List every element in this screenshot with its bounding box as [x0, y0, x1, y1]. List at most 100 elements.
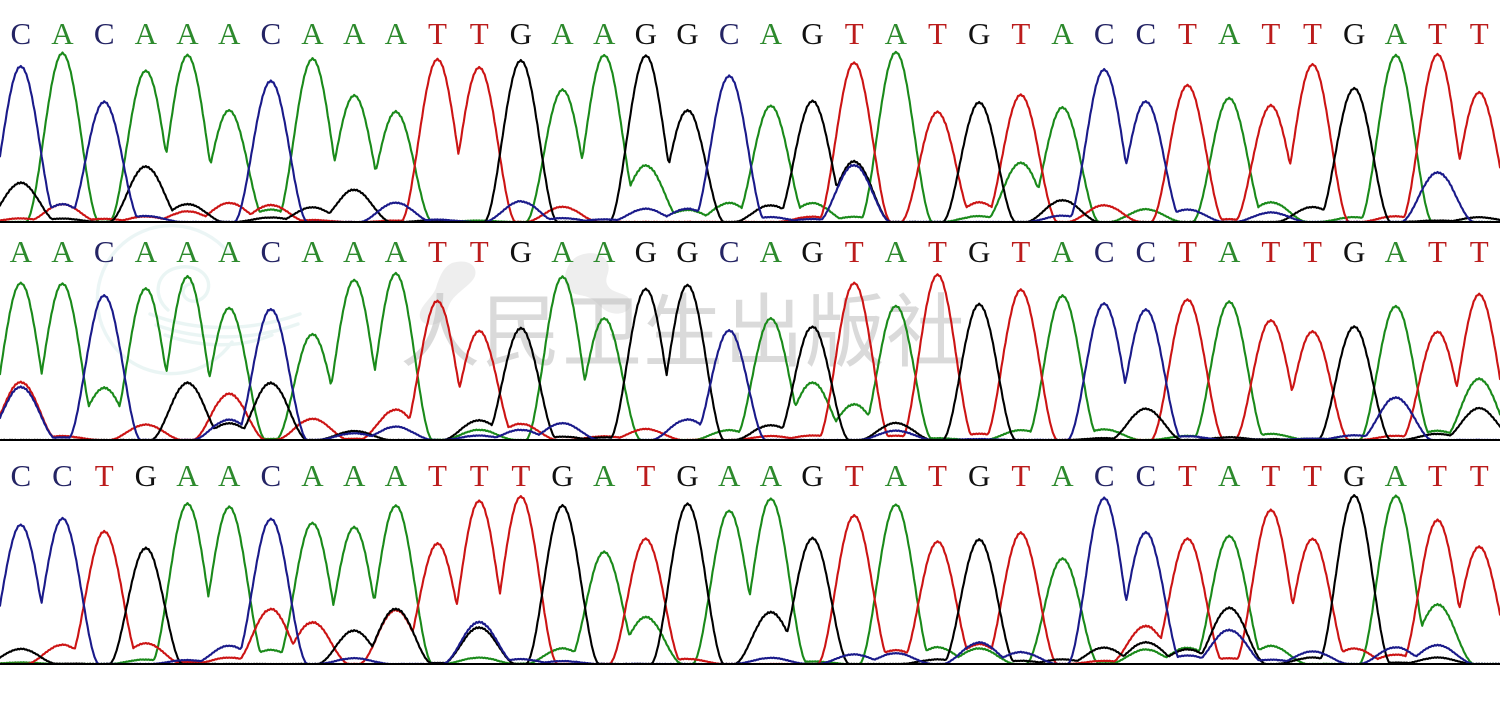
- svg-text:A: A: [1051, 458, 1074, 493]
- svg-text:G: G: [968, 234, 990, 269]
- svg-text:G: G: [968, 16, 990, 51]
- svg-text:A: A: [218, 234, 241, 269]
- svg-text:T: T: [428, 16, 447, 51]
- svg-text:T: T: [1428, 458, 1447, 493]
- svg-text:T: T: [470, 234, 489, 269]
- svg-text:G: G: [968, 458, 990, 493]
- svg-text:C: C: [719, 234, 740, 269]
- svg-text:A: A: [301, 458, 324, 493]
- svg-text:G: G: [510, 234, 532, 269]
- svg-text:C: C: [1094, 458, 1115, 493]
- svg-text:T: T: [1470, 234, 1489, 269]
- svg-text:G: G: [801, 16, 823, 51]
- svg-text:A: A: [1218, 234, 1241, 269]
- svg-text:A: A: [1218, 16, 1241, 51]
- svg-text:T: T: [1428, 234, 1447, 269]
- svg-text:C: C: [52, 458, 73, 493]
- svg-text:A: A: [343, 458, 366, 493]
- svg-text:T: T: [845, 16, 864, 51]
- svg-text:A: A: [760, 458, 783, 493]
- svg-text:A: A: [343, 16, 366, 51]
- svg-text:T: T: [1261, 16, 1280, 51]
- svg-text:A: A: [885, 16, 908, 51]
- svg-text:T: T: [1261, 234, 1280, 269]
- svg-text:C: C: [94, 16, 115, 51]
- svg-text:A: A: [885, 234, 908, 269]
- svg-text:T: T: [1428, 16, 1447, 51]
- svg-text:A: A: [135, 234, 158, 269]
- svg-text:T: T: [1470, 16, 1489, 51]
- svg-text:C: C: [10, 458, 31, 493]
- svg-text:T: T: [1011, 234, 1030, 269]
- svg-text:A: A: [385, 458, 408, 493]
- svg-text:G: G: [676, 234, 698, 269]
- svg-text:A: A: [385, 234, 408, 269]
- svg-text:C: C: [260, 16, 281, 51]
- svg-text:G: G: [801, 458, 823, 493]
- svg-text:C: C: [719, 16, 740, 51]
- svg-text:A: A: [385, 16, 408, 51]
- svg-text:A: A: [176, 234, 199, 269]
- svg-text:T: T: [470, 16, 489, 51]
- svg-text:A: A: [1218, 458, 1241, 493]
- svg-text:A: A: [10, 234, 33, 269]
- svg-text:C: C: [1135, 234, 1156, 269]
- svg-text:A: A: [593, 16, 616, 51]
- svg-text:T: T: [1011, 16, 1030, 51]
- svg-text:A: A: [1051, 16, 1074, 51]
- svg-text:T: T: [1011, 458, 1030, 493]
- svg-text:C: C: [260, 234, 281, 269]
- svg-text:G: G: [551, 458, 573, 493]
- svg-text:A: A: [551, 16, 574, 51]
- svg-text:T: T: [428, 234, 447, 269]
- svg-text:T: T: [1303, 458, 1322, 493]
- svg-text:T: T: [1303, 234, 1322, 269]
- svg-text:C: C: [1094, 16, 1115, 51]
- svg-text:A: A: [51, 234, 74, 269]
- svg-text:T: T: [845, 458, 864, 493]
- svg-text:C: C: [1135, 16, 1156, 51]
- svg-text:G: G: [635, 16, 657, 51]
- svg-text:A: A: [301, 16, 324, 51]
- svg-text:G: G: [135, 458, 157, 493]
- svg-text:T: T: [95, 458, 114, 493]
- svg-text:A: A: [885, 458, 908, 493]
- svg-text:A: A: [760, 234, 783, 269]
- svg-text:C: C: [94, 234, 115, 269]
- svg-text:T: T: [928, 458, 947, 493]
- svg-text:T: T: [928, 234, 947, 269]
- svg-text:C: C: [1135, 458, 1156, 493]
- svg-text:G: G: [510, 16, 532, 51]
- svg-text:A: A: [760, 16, 783, 51]
- svg-text:A: A: [343, 234, 366, 269]
- svg-text:T: T: [636, 458, 655, 493]
- svg-text:T: T: [1303, 16, 1322, 51]
- svg-text:A: A: [1385, 16, 1408, 51]
- svg-text:A: A: [135, 16, 158, 51]
- svg-text:A: A: [301, 234, 324, 269]
- svg-text:T: T: [1470, 458, 1489, 493]
- svg-text:T: T: [1261, 458, 1280, 493]
- svg-text:G: G: [801, 234, 823, 269]
- svg-text:A: A: [218, 458, 241, 493]
- svg-text:A: A: [1385, 234, 1408, 269]
- svg-text:A: A: [1051, 234, 1074, 269]
- svg-text:G: G: [1343, 234, 1365, 269]
- svg-text:T: T: [470, 458, 489, 493]
- svg-text:A: A: [1385, 458, 1408, 493]
- svg-text:G: G: [1343, 16, 1365, 51]
- svg-text:A: A: [593, 458, 616, 493]
- svg-text:T: T: [511, 458, 530, 493]
- svg-text:T: T: [1178, 458, 1197, 493]
- svg-text:A: A: [218, 16, 241, 51]
- svg-text:G: G: [676, 458, 698, 493]
- svg-text:A: A: [593, 234, 616, 269]
- svg-text:C: C: [260, 458, 281, 493]
- svg-text:A: A: [51, 16, 74, 51]
- svg-text:G: G: [1343, 458, 1365, 493]
- svg-text:T: T: [845, 234, 864, 269]
- svg-text:C: C: [1094, 234, 1115, 269]
- svg-text:G: G: [635, 234, 657, 269]
- svg-text:A: A: [176, 16, 199, 51]
- svg-text:C: C: [10, 16, 31, 51]
